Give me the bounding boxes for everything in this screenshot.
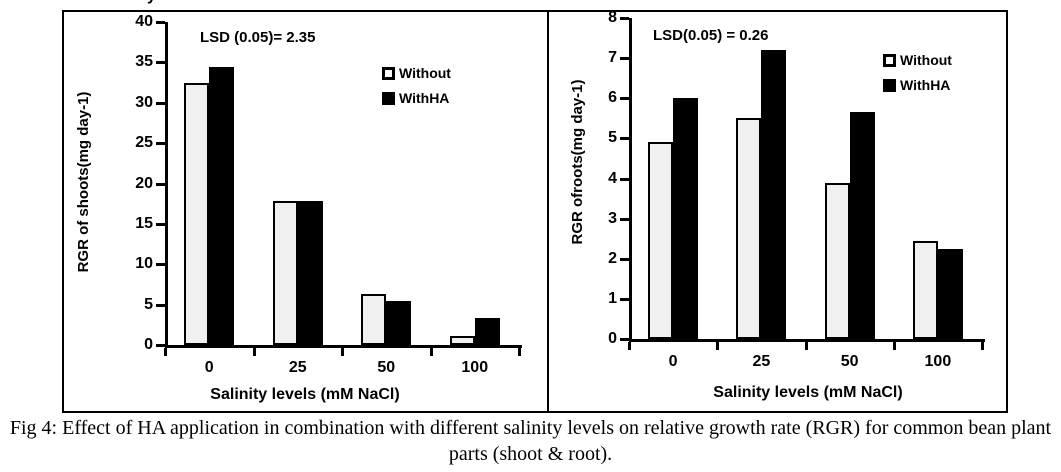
- bar-without-0: [184, 83, 210, 345]
- bar-withha-0: [673, 98, 699, 339]
- y-axis-tick-mark: [620, 257, 629, 261]
- y-axis-tick-mark: [620, 137, 629, 141]
- y-axis-tick-label: 35: [135, 53, 153, 71]
- y-axis-tick-mark: [156, 61, 165, 65]
- y-axis-tick-mark: [156, 222, 165, 226]
- y-axis-tick-label: 25: [135, 134, 153, 152]
- x-axis-category-label: 100: [461, 359, 489, 376]
- y-axis-tick-label: 0: [608, 330, 617, 347]
- figure-caption: Fig 4: Effect of HA application in combi…: [9, 417, 1052, 465]
- bar-withha-50: [849, 112, 875, 339]
- x-axis-tick-mark: [164, 348, 167, 356]
- plot-area-shoots: [165, 22, 522, 348]
- y-axis-tick-mark: [620, 97, 629, 101]
- legend-item-without: Without: [382, 65, 451, 81]
- lsd-annotation-roots: LSD(0.05) = 0.26: [653, 27, 769, 44]
- bar-without-50: [361, 294, 387, 345]
- x-axis-tick-mark: [716, 342, 720, 350]
- x-axis-tick-mark: [341, 348, 344, 356]
- x-axis-tick-mark: [804, 342, 808, 350]
- x-axis-tick-mark: [252, 348, 256, 356]
- legend-label-without: Without: [399, 65, 451, 81]
- panel-divider: [547, 12, 549, 411]
- y-axis-tick-mark: [156, 344, 165, 347]
- y-axis-tick-mark: [156, 182, 165, 186]
- bar-without-25: [736, 118, 762, 339]
- lsd-annotation-shoots: LSD (0.05)= 2.35: [200, 29, 316, 46]
- y-axis-tick-mark: [156, 303, 165, 307]
- y-axis-tick-label: 6: [608, 89, 617, 107]
- y-axis-tick-label: 30: [135, 93, 153, 111]
- x-axis-category-label: 100: [924, 353, 952, 370]
- x-axis-tick-mark: [981, 342, 984, 350]
- y-axis-tick-mark: [620, 217, 629, 221]
- legend-swatch-withha-icon: [883, 78, 896, 92]
- x-axis-category-label: 50: [377, 359, 396, 376]
- legend-swatch-without-icon: [883, 53, 896, 67]
- y-axis-tick-mark: [156, 263, 165, 267]
- y-axis-tick-label: 2: [608, 249, 617, 267]
- x-axis-tick-mark: [892, 342, 896, 350]
- y-axis-tick-mark: [620, 338, 629, 341]
- bar-withha-100: [937, 249, 963, 339]
- legend-item-withha: WithHA: [382, 90, 451, 106]
- x-axis-title-shoots: Salinity levels (mM NaCl): [210, 386, 400, 403]
- legend-swatch-withha-icon: [382, 91, 395, 105]
- y-axis-tick-mark: [620, 57, 629, 61]
- y-axis-tick-mark: [156, 21, 165, 24]
- x-axis-category-label: 0: [668, 353, 678, 370]
- y-axis-tick-label: 7: [608, 49, 617, 67]
- x-axis-category-label: 50: [840, 353, 859, 370]
- y-axis-tick-label: 10: [135, 255, 153, 273]
- legend-swatch-without-icon: [382, 66, 395, 80]
- x-axis-tick-mark: [518, 348, 521, 356]
- bar-withha-25: [761, 50, 787, 339]
- y-axis-tick-label: 5: [608, 129, 617, 147]
- x-axis-category-label: 0: [204, 359, 214, 376]
- y-axis-tick-mark: [156, 142, 165, 146]
- y-axis-tick-label: 15: [135, 214, 153, 232]
- y-axis-tick-label: 1: [608, 289, 617, 307]
- y-axis-tick-label: 40: [135, 13, 153, 30]
- x-axis-tick-mark: [429, 348, 433, 356]
- legend-shoots: Without WithHA: [382, 65, 451, 115]
- bar-without-100: [449, 336, 475, 345]
- legend-roots: Without WithHA: [883, 52, 952, 102]
- y-axis-tick-mark: [620, 297, 629, 301]
- bar-withha-50: [386, 301, 412, 345]
- bar-withha-0: [209, 67, 235, 345]
- y-axis-tick-label: 0: [144, 336, 153, 353]
- x-axis-title-roots: Salinity levels (mM NaCl): [713, 384, 903, 401]
- legend-label-withha: WithHA: [900, 77, 951, 93]
- y-axis-tick-mark: [620, 177, 629, 181]
- chart-panel-shoots: LSD (0.05)= 2.35 Without WithHA RGR of s…: [64, 12, 547, 411]
- x-axis-category-label: 25: [288, 359, 307, 376]
- x-axis-tick-mark: [628, 342, 631, 350]
- bar-withha-100: [474, 318, 500, 345]
- chart-panel-roots: LSD(0.05) = 0.26 Without WithHA RGR ofro…: [549, 9, 1006, 411]
- legend-item-withha: WithHA: [883, 77, 952, 93]
- y-axis-tick-label: 5: [144, 295, 153, 313]
- x-axis-category-label: 25: [752, 353, 771, 370]
- figure-border-box: LSD (0.05)= 2.35 Without WithHA RGR of s…: [62, 9, 1008, 413]
- bar-without-100: [912, 241, 938, 339]
- y-axis-tick-label: 3: [608, 209, 617, 227]
- plot-area-roots: [629, 18, 985, 342]
- legend-label-withha: WithHA: [399, 90, 450, 106]
- legend-label-without: Without: [900, 52, 952, 68]
- bar-withha-25: [297, 201, 323, 345]
- legend-item-without: Without: [883, 52, 952, 68]
- y-axis-tick-label: 4: [608, 169, 617, 187]
- stray-text-fragment: y: [147, 0, 156, 5]
- bar-without-0: [648, 142, 674, 339]
- bar-without-25: [272, 201, 298, 345]
- y-axis-title-shoots: RGR of shoots(mg day-1): [75, 91, 92, 273]
- y-axis-tick-label: 8: [608, 9, 617, 26]
- y-axis-tick-mark: [156, 101, 165, 105]
- y-axis-tick-label: 20: [135, 174, 153, 192]
- y-axis-tick-mark: [620, 17, 629, 20]
- bar-without-50: [824, 183, 850, 339]
